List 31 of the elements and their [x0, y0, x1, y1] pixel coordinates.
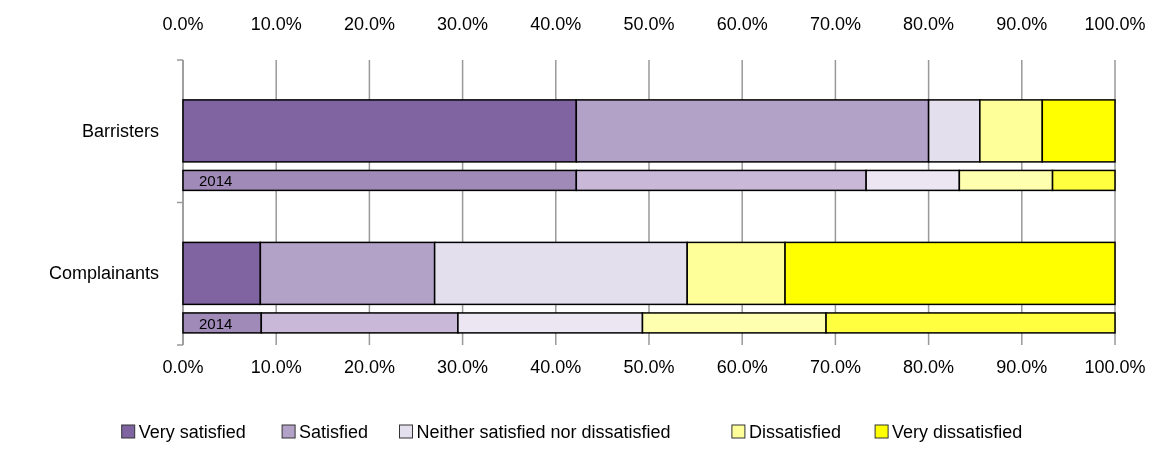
x2-tick-label: 80.0% [903, 14, 955, 34]
x2-tick-label: 40.0% [530, 14, 582, 34]
x-tick-label: 20.0% [343, 357, 395, 377]
x2-tick-label: 100.0% [1084, 14, 1146, 34]
x-tick-label: 100.0% [1084, 357, 1146, 377]
x-tick-label: 50.0% [623, 357, 675, 377]
y-tick-label: 2014 [199, 314, 233, 332]
x-tick-label: 30.0% [437, 357, 489, 377]
y-tick-label: Barristers [81, 120, 159, 141]
x-tick-label: 90.0% [996, 357, 1048, 377]
x2-tick-label: 20.0% [343, 14, 395, 34]
legend-label: Satisfied [299, 422, 369, 442]
x2-tick-label: 0.0% [162, 14, 204, 34]
legend-label: Neither satisfied nor dissatisfied [416, 422, 671, 442]
x-tick-label: 40.0% [530, 357, 582, 377]
x2-tick-label: 60.0% [716, 14, 768, 34]
x2-tick-label: 50.0% [623, 14, 675, 34]
legend-label: Very satisfied [138, 422, 246, 442]
x-tick-label: 0.0% [162, 357, 204, 377]
x-tick-label: 70.0% [809, 357, 861, 377]
legend-label: Very dissatisfied [892, 422, 1023, 442]
y-tick-label: Complainants [48, 263, 159, 284]
x2-tick-label: 70.0% [809, 14, 861, 34]
y-tick-label: 2014 [199, 172, 233, 190]
legend-label: Dissatisfied [748, 422, 841, 442]
x2-tick-label: 30.0% [437, 14, 489, 34]
x2-tick-label: 90.0% [996, 14, 1048, 34]
x2-tick-label: 10.0% [250, 14, 302, 34]
x-tick-label: 80.0% [903, 357, 955, 377]
x-tick-label: 10.0% [250, 357, 302, 377]
x-tick-label: 60.0% [716, 357, 768, 377]
